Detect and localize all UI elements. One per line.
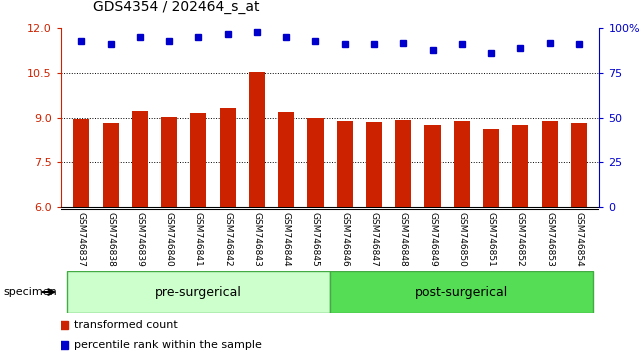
Bar: [424, 125, 440, 207]
Text: transformed count: transformed count: [74, 320, 178, 330]
Text: GSM746843: GSM746843: [253, 212, 262, 267]
Text: GSM746849: GSM746849: [428, 212, 437, 267]
Text: GSM746845: GSM746845: [311, 212, 320, 267]
Bar: [220, 108, 236, 207]
Text: GSM746851: GSM746851: [487, 212, 495, 267]
Text: GSM746853: GSM746853: [545, 212, 554, 267]
Bar: [278, 112, 294, 207]
Bar: [512, 125, 528, 207]
Text: GSM746838: GSM746838: [106, 212, 115, 267]
Bar: [132, 111, 148, 207]
Text: GDS4354 / 202464_s_at: GDS4354 / 202464_s_at: [93, 0, 260, 14]
Bar: [190, 113, 206, 207]
Text: GSM746844: GSM746844: [282, 212, 291, 267]
Text: GSM746848: GSM746848: [399, 212, 408, 267]
Bar: [161, 117, 177, 207]
Text: GSM746841: GSM746841: [194, 212, 203, 267]
Text: GSM746850: GSM746850: [457, 212, 466, 267]
Text: GSM746847: GSM746847: [369, 212, 378, 267]
Text: GSM746846: GSM746846: [340, 212, 349, 267]
Bar: [395, 120, 412, 207]
Bar: [454, 121, 470, 207]
Text: post-surgerical: post-surgerical: [415, 286, 508, 298]
Bar: [73, 119, 90, 207]
Bar: [542, 121, 558, 207]
Bar: [103, 123, 119, 207]
Text: GSM746837: GSM746837: [77, 212, 86, 267]
Bar: [366, 121, 382, 207]
Bar: [249, 72, 265, 207]
Text: specimen: specimen: [3, 287, 57, 297]
Bar: [308, 118, 324, 207]
Text: GSM746852: GSM746852: [516, 212, 525, 267]
Text: GSM746840: GSM746840: [165, 212, 174, 267]
Text: pre-surgerical: pre-surgerical: [155, 286, 242, 298]
Bar: [337, 121, 353, 207]
Bar: [483, 129, 499, 207]
Bar: [570, 123, 587, 207]
Text: percentile rank within the sample: percentile rank within the sample: [74, 340, 262, 350]
Bar: [67, 271, 330, 313]
Text: GSM746854: GSM746854: [574, 212, 583, 267]
Text: GSM746839: GSM746839: [135, 212, 144, 267]
Text: GSM746842: GSM746842: [223, 212, 232, 267]
Bar: [330, 271, 594, 313]
